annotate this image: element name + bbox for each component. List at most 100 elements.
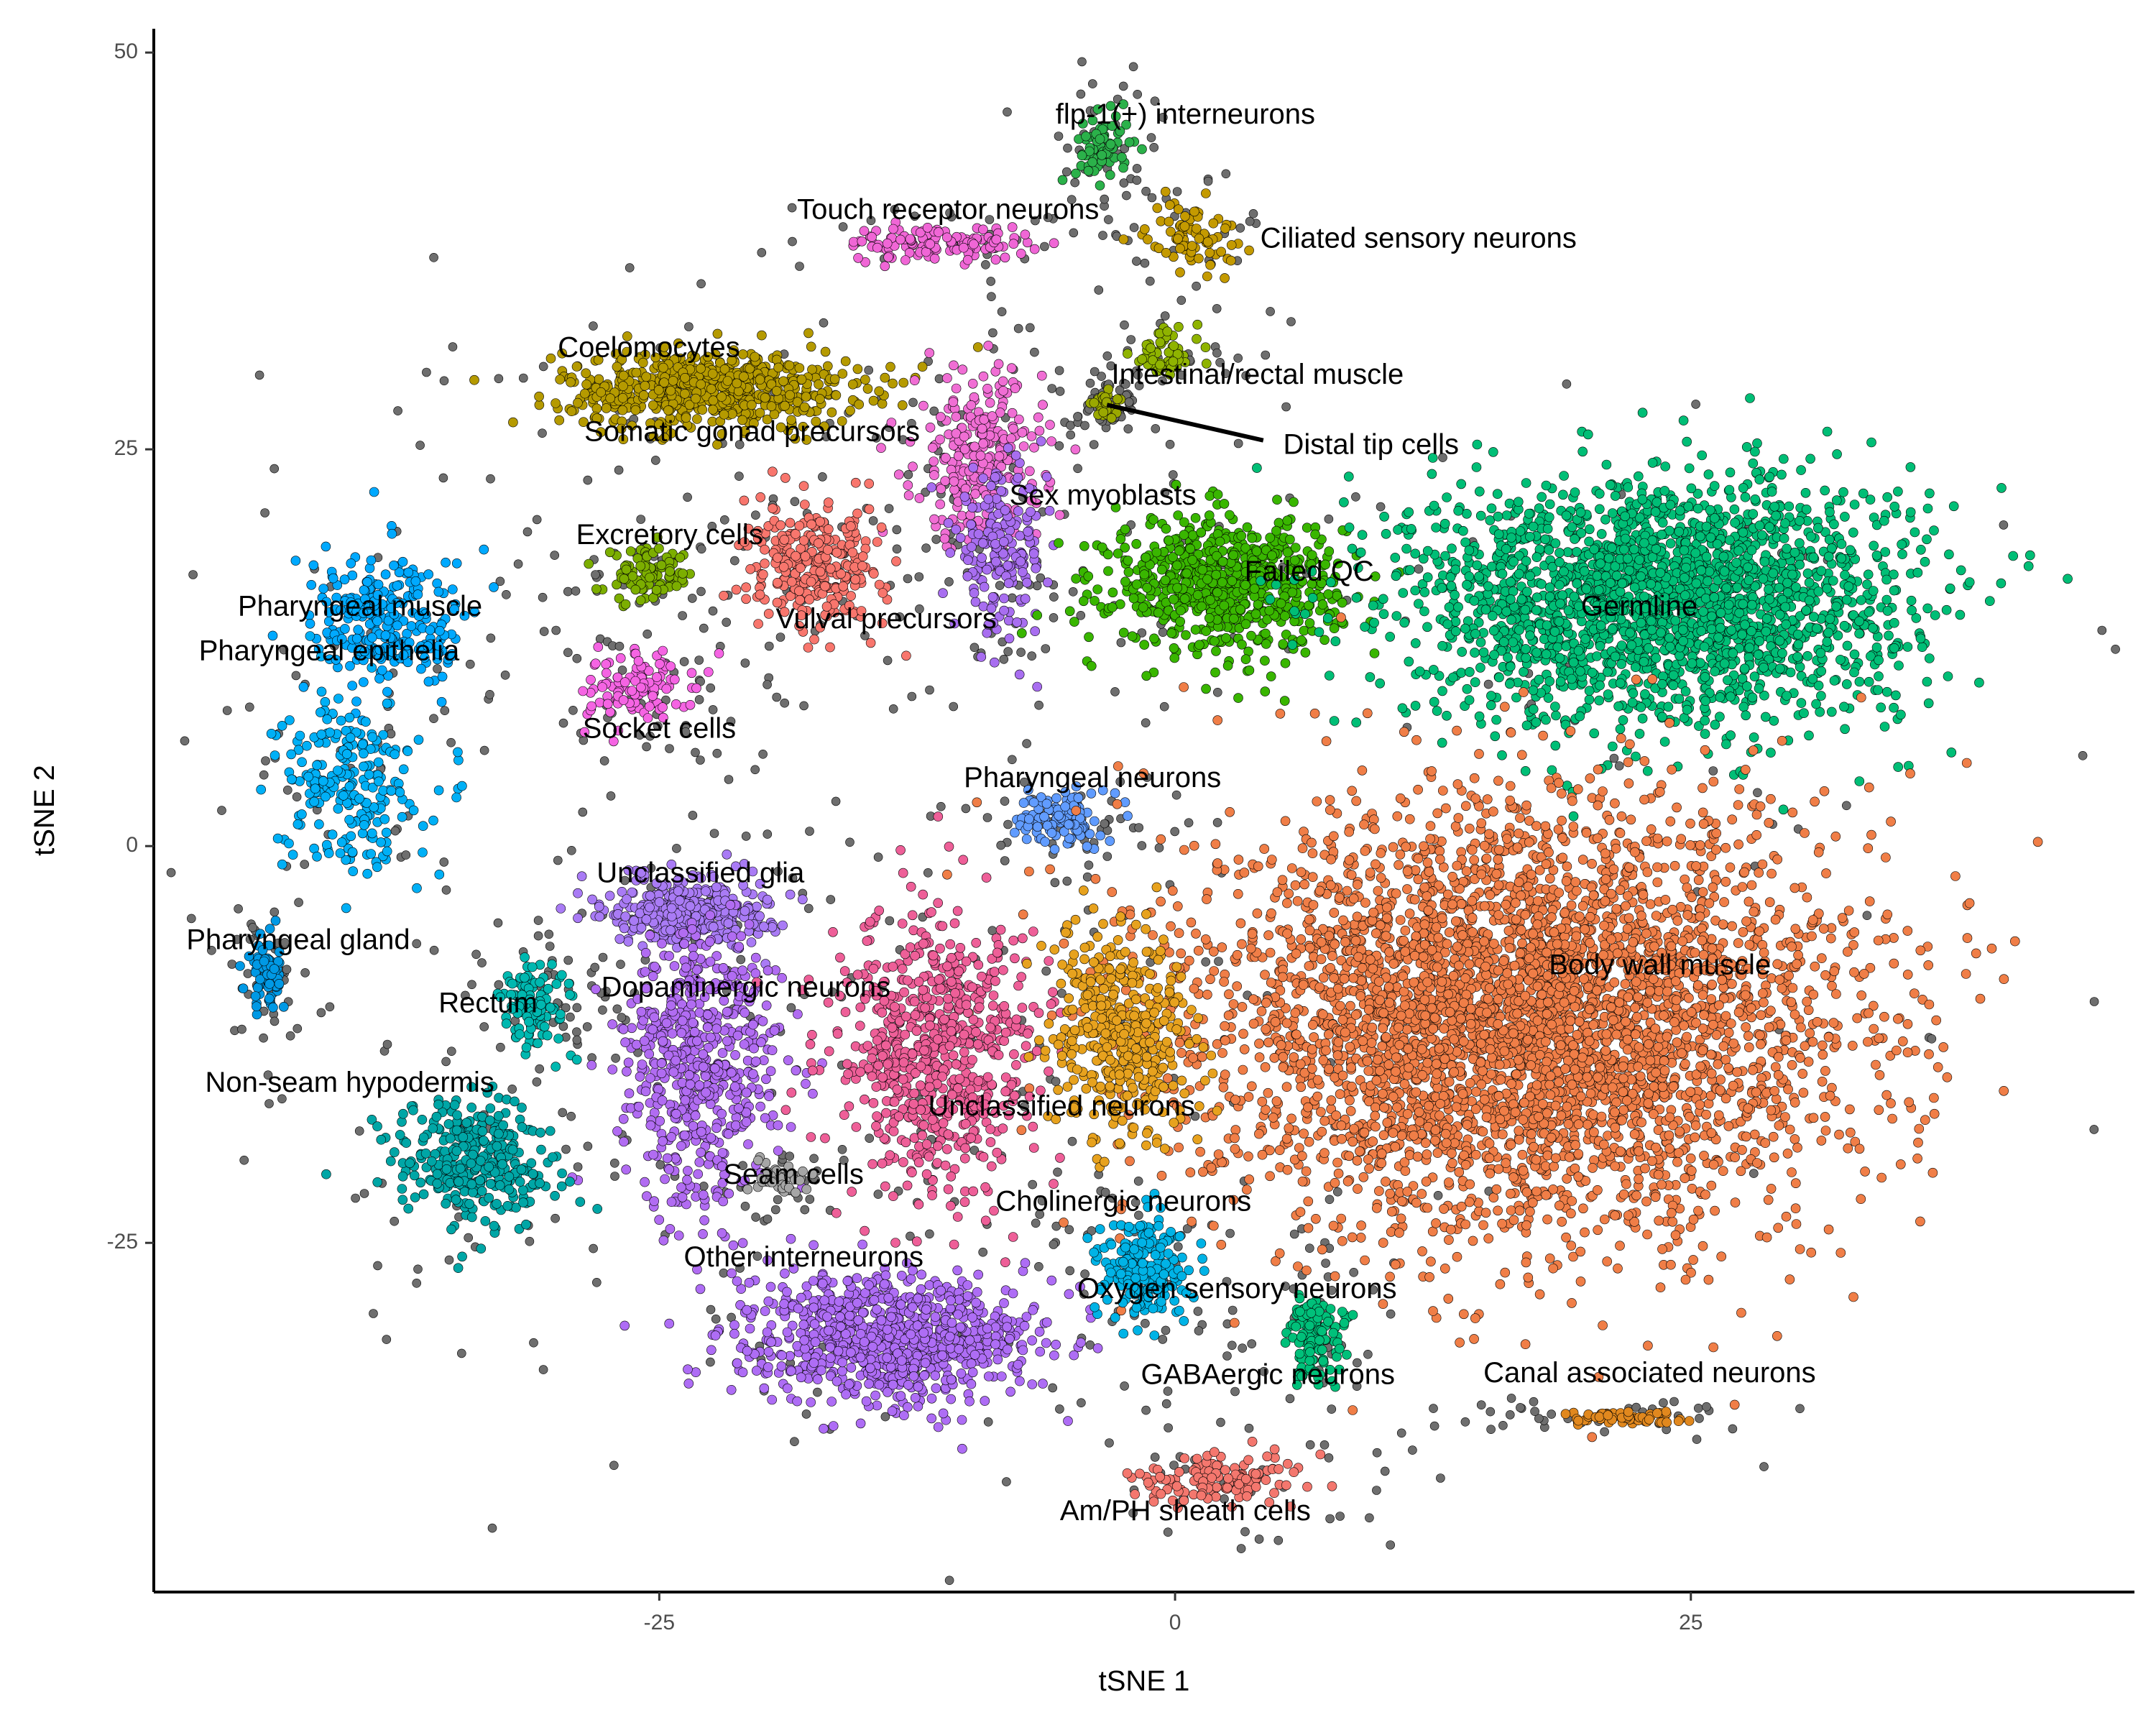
cell-point-unassigned: [444, 1255, 454, 1265]
cell-point-unassigned: [550, 1213, 560, 1223]
cell-point-unassigned: [1170, 827, 1179, 837]
cell-point-unassigned: [1352, 1381, 1362, 1391]
cell-point: [983, 341, 993, 351]
cell-point: [1212, 489, 1223, 500]
cell-point-unassigned: [609, 1460, 619, 1471]
cell-point: [566, 406, 577, 417]
cell-point: [596, 387, 607, 397]
cell-point-unassigned: [1862, 911, 1872, 920]
cell-point: [591, 584, 602, 594]
cell-point-unassigned: [1089, 367, 1100, 377]
cell-point: [977, 553, 987, 563]
cell-point-unassigned: [1286, 317, 1296, 326]
cell-point: [1462, 508, 1472, 519]
cell-point-unassigned: [1158, 627, 1168, 638]
cell-point-unassigned: [244, 702, 254, 712]
cell-point: [1347, 543, 1358, 554]
cell-point-unassigned: [818, 472, 827, 482]
cell-point: [1179, 517, 1189, 528]
cell-point-unassigned: [300, 860, 310, 869]
cell-point-unassigned: [382, 1335, 392, 1344]
cell-point: [1003, 578, 1014, 589]
cell-point: [1637, 713, 1648, 724]
cell-point-unassigned: [563, 955, 573, 965]
cell-point-unassigned: [571, 586, 581, 596]
cell-point: [1219, 499, 1230, 509]
cell-point: [1317, 599, 1328, 610]
cell-point: [859, 226, 870, 236]
cell-point: [880, 372, 890, 383]
cell-point: [1474, 711, 1485, 722]
cell-point: [1379, 511, 1389, 522]
cell-point: [1795, 559, 1805, 570]
cell-point: [1550, 740, 1561, 751]
cell-point-unassigned: [903, 574, 913, 584]
cell-point: [935, 434, 945, 445]
cell-point: [903, 480, 913, 490]
cell-point: [1017, 628, 1027, 638]
cell-point-unassigned: [291, 671, 301, 681]
cell-point: [566, 377, 576, 387]
cell-point-unassigned: [222, 706, 232, 715]
cell-point-unassigned: [532, 1077, 542, 1087]
cell-point-unassigned: [1436, 1473, 1445, 1483]
cell-point-unassigned: [1118, 81, 1128, 91]
cell-point: [903, 490, 914, 501]
cell-point-unassigned: [1192, 281, 1201, 291]
cell-point-unassigned: [1030, 347, 1039, 357]
cell-point-unassigned: [486, 474, 495, 484]
cell-point: [1945, 583, 1955, 594]
cell-point: [1686, 483, 1697, 494]
cell-point-unassigned: [1067, 1136, 1077, 1146]
cell-point-unassigned: [493, 918, 503, 928]
cell-point-unassigned: [1133, 90, 1142, 99]
cell-point: [1561, 510, 1572, 521]
cell-point: [1726, 625, 1736, 635]
cell-point: [1098, 407, 1109, 418]
cell-point: [1631, 662, 1641, 673]
cell-point: [1828, 576, 1838, 586]
cell-point-unassigned: [1486, 1425, 1496, 1434]
cell-point-unassigned: [1032, 581, 1042, 591]
cell-point-unassigned: [1321, 1259, 1330, 1268]
cell-point: [680, 372, 690, 383]
cell-point-unassigned: [270, 464, 280, 474]
cell-point: [1486, 503, 1497, 514]
cell-point: [909, 375, 920, 386]
cell-point-unassigned: [1129, 223, 1139, 232]
cell-point-unassigned: [533, 931, 543, 941]
cell-point-unassigned: [1203, 176, 1213, 186]
cell-point-unassigned: [1008, 593, 1017, 603]
cell-point-unassigned: [1212, 818, 1222, 827]
cell-point-unassigned: [1433, 1191, 1443, 1200]
cell-point: [1216, 247, 1226, 257]
cell-point: [1175, 267, 1185, 277]
cell-point: [1750, 494, 1760, 505]
cell-point: [1769, 715, 1779, 726]
cell-point: [640, 380, 650, 391]
cell-point: [1003, 443, 1013, 454]
cell-point-unassigned: [1614, 761, 1624, 770]
cell-point-unassigned: [412, 939, 422, 949]
cell-point-unassigned: [838, 222, 848, 231]
cell-point-unassigned: [1160, 311, 1170, 321]
cell-point: [1848, 528, 1858, 538]
cell-point: [1741, 442, 1752, 452]
cell-point-unassigned: [1000, 796, 1010, 806]
cell-point-unassigned: [642, 629, 653, 639]
cell-point-unassigned: [1289, 1229, 1299, 1239]
cell-point-unassigned: [561, 1144, 571, 1154]
cell-point: [1211, 646, 1221, 656]
cell-point: [584, 558, 594, 569]
cell-point: [1033, 412, 1044, 423]
cell-point-unassigned: [1506, 1394, 1516, 1403]
cell-point: [1220, 273, 1230, 283]
cell-point: [882, 238, 893, 249]
cell-point: [1429, 696, 1439, 707]
cell-point: [1097, 542, 1107, 553]
cell-point: [959, 242, 969, 253]
cell-point: [550, 398, 561, 408]
cell-point-unassigned: [369, 1309, 378, 1318]
cell-point-unassigned: [1123, 424, 1133, 434]
cell-point: [773, 362, 783, 373]
